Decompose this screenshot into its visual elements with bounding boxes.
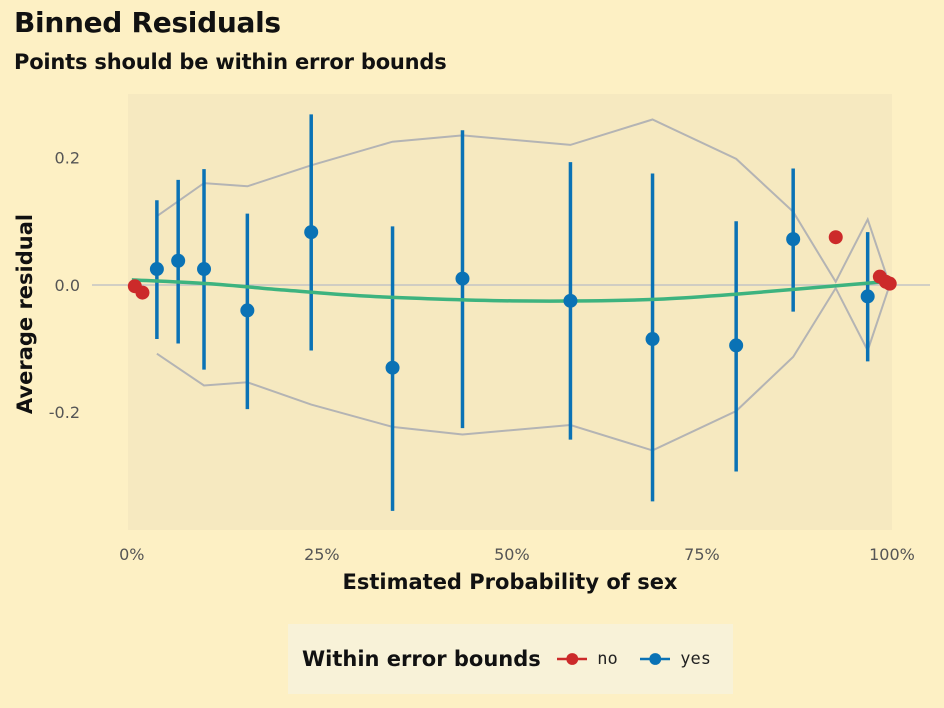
data-point-yes <box>563 293 578 308</box>
data-point-yes <box>304 225 319 240</box>
x-tick-label: 50% <box>494 545 530 564</box>
y-tick-label: 0.2 <box>55 149 80 168</box>
legend-label-yes: yes <box>680 649 711 669</box>
data-point-yes <box>385 360 400 375</box>
chart-title: Binned Residuals <box>14 6 281 39</box>
x-axis-ticks: 0% 25% 50% 75% 100% <box>119 545 915 564</box>
x-tick-label: 100% <box>869 545 915 564</box>
data-point-yes <box>171 253 186 268</box>
legend-title: Within error bounds <box>302 647 541 671</box>
data-point-yes <box>240 303 255 318</box>
x-tick-label: 25% <box>304 545 340 564</box>
data-point-yes <box>455 271 470 286</box>
legend-key-yes <box>639 653 671 665</box>
legend-key-no <box>556 653 588 665</box>
data-point-yes <box>786 232 801 247</box>
data-point-yes <box>860 289 875 304</box>
chart: 0% 25% 50% 75% 100% 0.2 0.0 -0.2 Estimated Pro… <box>13 94 930 594</box>
chart-subtitle: Points should be within error bounds <box>14 50 447 74</box>
x-axis-title: Estimated Probability of sex <box>343 570 678 594</box>
y-axis-title: Average residual <box>13 214 37 414</box>
data-point-no <box>135 285 150 300</box>
y-tick-label: -0.2 <box>49 403 80 422</box>
points-group <box>127 225 897 375</box>
upper-error-bound-line <box>156 118 891 286</box>
data-point-yes <box>645 332 660 347</box>
x-tick-label: 75% <box>684 545 720 564</box>
data-point-yes <box>149 262 164 277</box>
data-point-no <box>882 276 897 291</box>
x-tick-label: 0% <box>119 545 144 564</box>
data-point-yes <box>197 262 212 277</box>
data-point-no <box>828 230 843 245</box>
legend: Within error bounds no yes <box>288 624 733 694</box>
plot-panel <box>128 94 892 530</box>
legend-label-no: no <box>597 649 618 669</box>
y-tick-label: 0.0 <box>55 276 80 295</box>
y-axis-ticks: 0.2 0.0 -0.2 <box>49 149 80 423</box>
trend-line <box>131 278 893 303</box>
data-point-yes <box>729 338 744 353</box>
